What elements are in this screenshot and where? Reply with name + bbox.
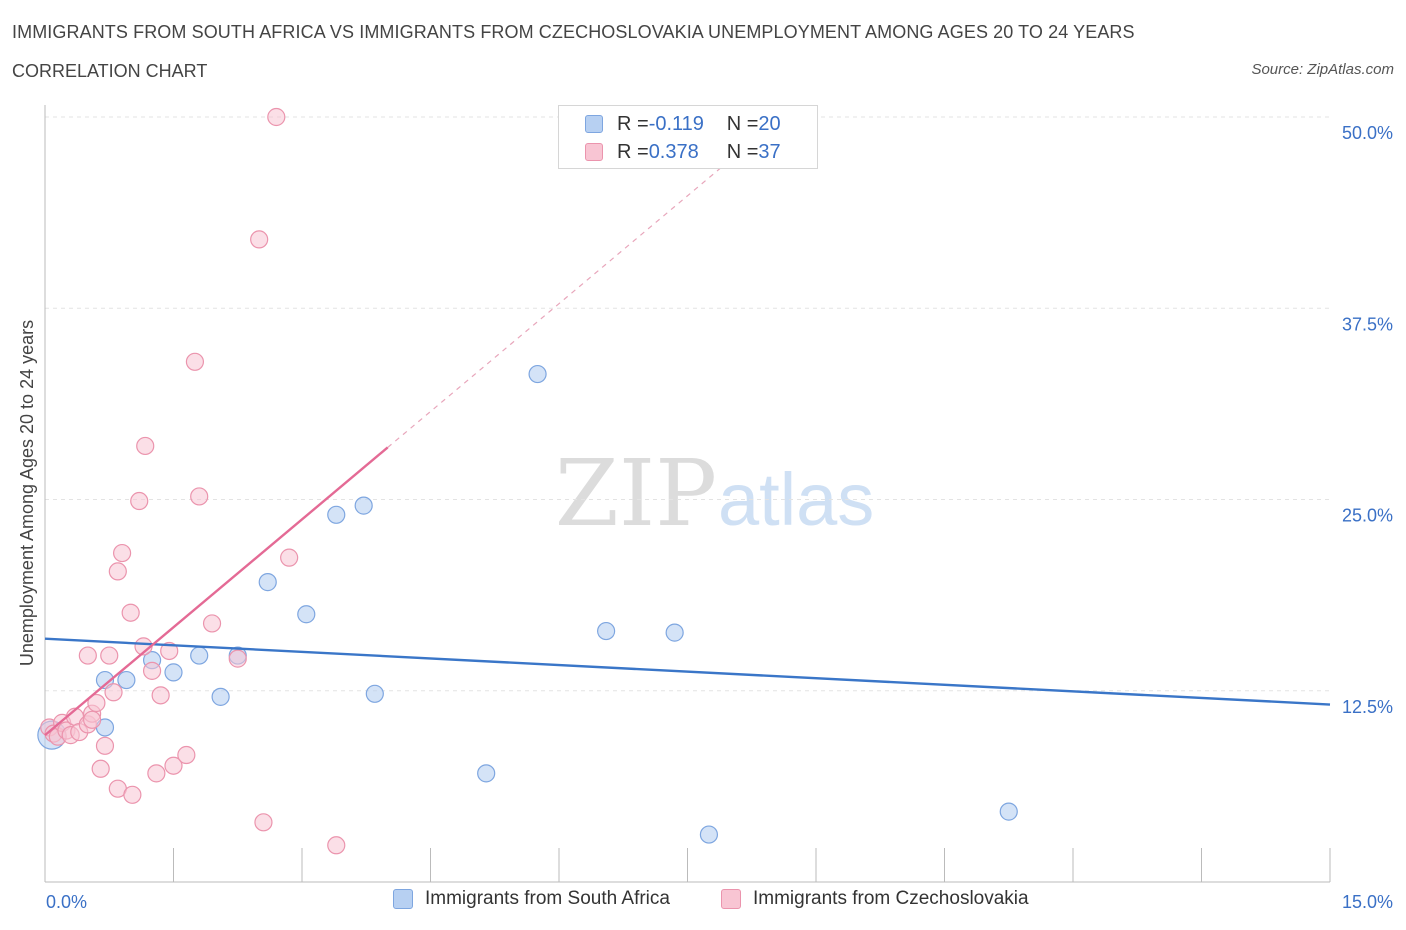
data-point (297, 605, 316, 624)
axes (44, 105, 1331, 883)
data-point (164, 663, 183, 682)
watermark-zip: ZIP (555, 440, 717, 547)
data-point (112, 543, 132, 563)
r-label: R = (617, 112, 649, 135)
swatch-south-africa (585, 115, 603, 133)
x-tick-label: 0.0% (46, 892, 87, 912)
data-point (108, 562, 127, 581)
data-point (327, 836, 346, 855)
data-point (117, 670, 136, 690)
series-legend: Immigrants from South Africa Immigrants … (0, 888, 1406, 916)
data-point (142, 661, 162, 680)
data-point (597, 621, 616, 641)
trend-lines (44, 159, 1331, 737)
data-point (267, 107, 286, 127)
data-point (211, 687, 230, 706)
data-point (160, 641, 179, 661)
data-point (177, 745, 196, 765)
y-tick-label: 12.5% (1342, 697, 1393, 717)
source-credit: Source: ZipAtlas.com (1251, 61, 1394, 78)
data-point (365, 684, 384, 703)
y-tick-label: 50.0% (1342, 123, 1393, 143)
r-value: -0.119 (648, 112, 704, 135)
data-point (250, 230, 269, 249)
data-point (78, 646, 97, 665)
stats-row-czechoslovakia: R = 0.378 N = 37 (585, 139, 781, 165)
data-point (151, 686, 170, 705)
trend-line-south-africa (44, 637, 1331, 706)
n-label: N = (726, 140, 759, 163)
y-tick-label: 37.5% (1342, 314, 1393, 334)
data-point (95, 736, 115, 755)
data-point (91, 759, 110, 778)
y-tick-label: 25.0% (1342, 506, 1393, 526)
legend-item-south-africa: Immigrants from South Africa (393, 888, 670, 910)
data-point (83, 710, 102, 729)
legend-label-czechoslovakia: Immigrants from Czechoslovakia (753, 888, 1029, 909)
trend-extension-czechoslovakia (387, 159, 731, 448)
data-point (87, 693, 106, 713)
data-point (999, 802, 1018, 821)
watermark: ZIP atlas (555, 440, 874, 547)
data-point (190, 487, 209, 506)
data-point (327, 505, 346, 524)
legend-swatch-south-africa (393, 889, 413, 909)
stats-legend: R = -0.119 N = 20 R = 0.378 N = 37 (558, 105, 818, 169)
data-point (699, 825, 719, 844)
swatch-czechoslovakia (585, 143, 603, 161)
series-south-africa-points (37, 364, 1018, 844)
data-point (202, 614, 222, 633)
trend-line-czechoslovakia (44, 446, 389, 737)
data-point (254, 813, 273, 832)
data-point (477, 764, 496, 783)
data-point (130, 491, 149, 511)
data-point (164, 756, 183, 775)
series-czechoslovakia-points (40, 107, 346, 855)
data-point (190, 646, 209, 665)
legend-swatch-czechoslovakia (721, 889, 741, 909)
data-point (104, 683, 123, 702)
data-point (665, 623, 684, 642)
data-point (185, 352, 205, 371)
legend-label-south-africa: Immigrants from South Africa (425, 888, 670, 909)
data-point (147, 764, 166, 783)
stats-row-south-africa: R = -0.119 N = 20 (585, 111, 781, 137)
data-point (228, 649, 247, 668)
y-axis-label: Unemployment Among Ages 20 to 24 years (17, 320, 37, 666)
data-point (528, 364, 547, 384)
data-point (123, 785, 142, 804)
r-label: R = (617, 140, 649, 163)
chart-subtitle: CORRELATION CHART (12, 61, 208, 81)
legend-item-czechoslovakia: Immigrants from Czechoslovakia (721, 888, 1029, 910)
data-point (258, 573, 277, 592)
r-value: 0.378 (648, 140, 699, 163)
tick-labels: 12.5% 25.0% 37.5% 50.0% 0.0% 15.0% (46, 123, 1393, 912)
n-value: 37 (758, 140, 781, 163)
n-label: N = (726, 112, 759, 135)
x-tick-label: 15.0% (1342, 892, 1393, 912)
chart-title: IMMIGRANTS FROM SOUTH AFRICA VS IMMIGRAN… (12, 22, 1135, 42)
data-point (354, 496, 373, 515)
data-point (136, 436, 155, 456)
data-point (280, 548, 299, 567)
grid-lines (45, 116, 1330, 692)
n-value: 20 (758, 112, 781, 135)
data-point (100, 646, 119, 665)
data-point (121, 603, 140, 622)
